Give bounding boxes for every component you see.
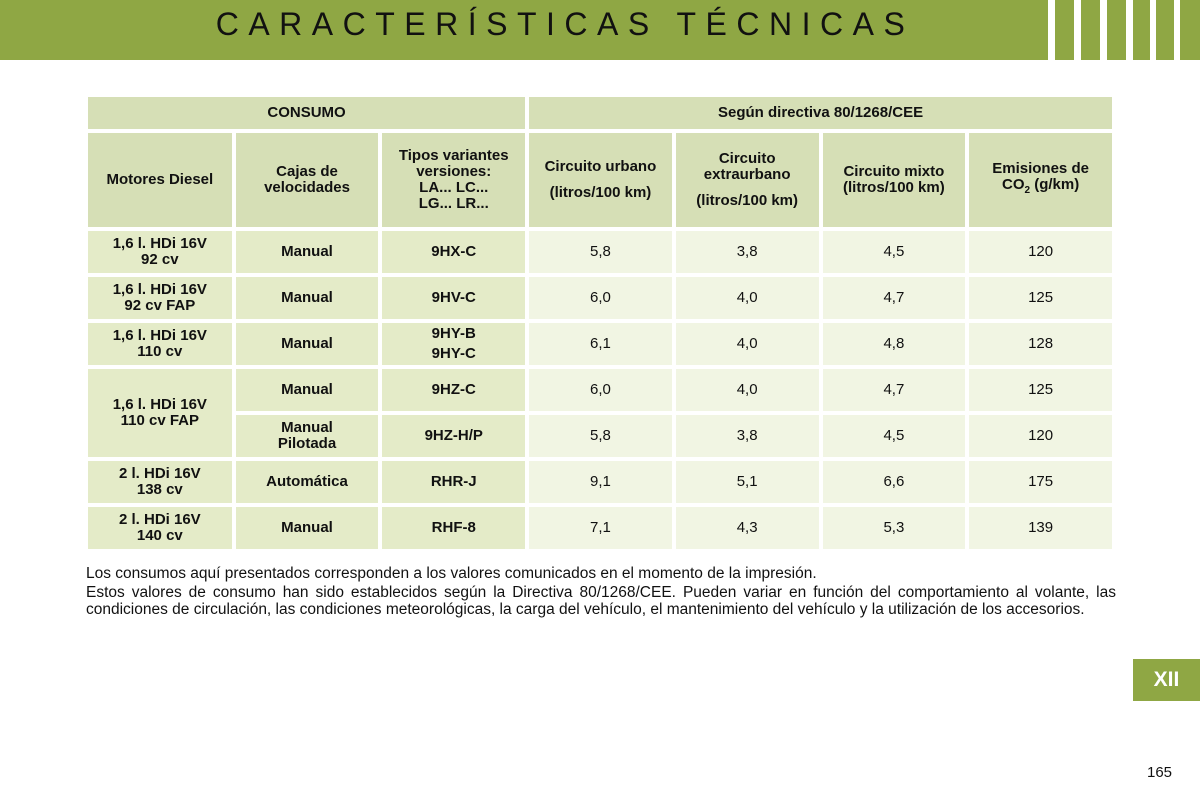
header-stripe xyxy=(1048,0,1055,60)
table-title-directiva: Según directiva 80/1268/CEE xyxy=(529,97,1112,129)
gearbox-cell: Manual xyxy=(235,323,379,365)
col-header-emisiones: Emisiones de CO2 (g/km) xyxy=(969,133,1112,227)
col-header-cajas: Cajas de velocidades xyxy=(235,133,379,227)
mixto-cell: 4,5 xyxy=(822,231,966,273)
header-stripe xyxy=(1126,0,1133,60)
urbano-cell: 6,0 xyxy=(529,369,672,411)
notes: Los consumos aquí presentados correspond… xyxy=(86,565,1116,620)
urbano-cell: 7,1 xyxy=(529,507,672,549)
note-print-values: Los consumos aquí presentados correspond… xyxy=(86,565,817,582)
engine-cell: 2 l. HDi 16V 140 cv xyxy=(88,507,232,549)
mixto-cell: 4,5 xyxy=(822,415,966,457)
header-stripe xyxy=(1100,0,1107,60)
urbano-cell: 5,8 xyxy=(529,231,672,273)
urbano-cell: 5,8 xyxy=(529,415,672,457)
extraurbano-cell: 3,8 xyxy=(675,231,819,273)
col-header-extraurbano: Circuito extraurbano (litros/100 km) xyxy=(675,133,819,227)
header-stripe xyxy=(1074,0,1081,60)
extraurbano-cell: 4,3 xyxy=(675,507,819,549)
page-number: 165 xyxy=(1147,764,1173,781)
urbano-cell: 6,1 xyxy=(529,323,672,365)
header-bar: CARACTERÍSTICAS TÉCNICAS xyxy=(0,0,1200,60)
engine-cell: 1,6 l. HDi 16V 92 cv FAP xyxy=(88,277,232,319)
mixto-cell: 5,3 xyxy=(822,507,966,549)
gearbox-cell: Manual xyxy=(235,369,379,411)
type-cell: 9HZ-H/P xyxy=(382,415,526,457)
urbano-cell: 6,0 xyxy=(529,277,672,319)
col-header-mixto: Circuito mixto (litros/100 km) xyxy=(822,133,966,227)
co2-cell: 125 xyxy=(969,277,1112,319)
table-row: 1,6 l. HDi 16V 110 cv Manual 9HY-B 9HY-C 6… xyxy=(88,323,1112,365)
extraurbano-cell: 4,0 xyxy=(675,369,819,411)
col-header-tipos: Tipos variantes versiones: LA... LC... L… xyxy=(382,133,526,227)
type-cell: 9HZ-C xyxy=(382,369,526,411)
table-row: 1,6 l. HDi 16V 110 cv FAP Manual 9HZ-C 6,… xyxy=(88,369,1112,457)
engine-cell: 1,6 l. HDi 16V 110 cv xyxy=(88,323,232,365)
note-directive: Estos valores de consumo han sido establ… xyxy=(86,584,1116,618)
header-stripe xyxy=(1150,0,1156,60)
gearbox-cell: Automática xyxy=(235,461,379,503)
consumption-table: CONSUMO Según directiva 80/1268/CEE Moto… xyxy=(84,93,1116,553)
chapter-tab: XII xyxy=(1133,659,1200,701)
col-header-urbano: Circuito urbano (litros/100 km) xyxy=(529,133,672,227)
table-row: 2 l. HDi 16V 140 cv Manual RHF-8 7,1 4,3 … xyxy=(88,507,1112,549)
col-header-motores: Motores Diesel xyxy=(88,133,232,227)
table-row: 1,6 l. HDi 16V 92 cv FAP Manual 9HV-C 6,0… xyxy=(88,277,1112,319)
co2-cell: 125 xyxy=(969,369,1112,411)
extraurbano-cell: 5,1 xyxy=(675,461,819,503)
mixto-cell: 4,7 xyxy=(822,369,966,411)
gearbox-cell: Manual Pilotada xyxy=(235,415,379,457)
gearbox-cell: Manual xyxy=(235,231,379,273)
co2-cell: 139 xyxy=(969,507,1112,549)
mixto-cell: 6,6 xyxy=(822,461,966,503)
extraurbano-cell: 4,0 xyxy=(675,277,819,319)
co2-cell: 128 xyxy=(969,323,1112,365)
co2-cell: 120 xyxy=(969,415,1112,457)
extraurbano-cell: 4,0 xyxy=(675,323,819,365)
urbano-cell: 9,1 xyxy=(529,461,672,503)
engine-cell: 1,6 l. HDi 16V 110 cv FAP xyxy=(88,369,232,457)
engine-cell: 2 l. HDi 16V 138 cv xyxy=(88,461,232,503)
mixto-cell: 4,7 xyxy=(822,277,966,319)
gearbox-cell: Manual xyxy=(235,277,379,319)
header-stripe xyxy=(1174,0,1180,60)
co2-cell: 175 xyxy=(969,461,1112,503)
extraurbano-cell: 3,8 xyxy=(675,415,819,457)
mixto-cell: 4,8 xyxy=(822,323,966,365)
gearbox-cell: Manual xyxy=(235,507,379,549)
type-cell: 9HX-C xyxy=(382,231,526,273)
type-cell: 9HV-C xyxy=(382,277,526,319)
table-row: 1,6 l. HDi 16V 92 cv Manual 9HX-C 5,8 3,8… xyxy=(88,231,1112,273)
engine-cell: 1,6 l. HDi 16V 92 cv xyxy=(88,231,232,273)
co2-cell: 120 xyxy=(969,231,1112,273)
type-cell: 9HY-B 9HY-C xyxy=(382,323,526,365)
type-cell: RHF-8 xyxy=(382,507,526,549)
table-title-consumo: CONSUMO xyxy=(88,97,526,129)
page-title: CARACTERÍSTICAS TÉCNICAS xyxy=(215,6,915,42)
table-row: Manual Pilotada 9HZ-H/P 5,8 3,8 4,5 120 xyxy=(88,415,1112,457)
type-cell: RHR-J xyxy=(382,461,526,503)
table-row: 2 l. HDi 16V 138 cv Automática RHR-J 9,1 … xyxy=(88,461,1112,503)
